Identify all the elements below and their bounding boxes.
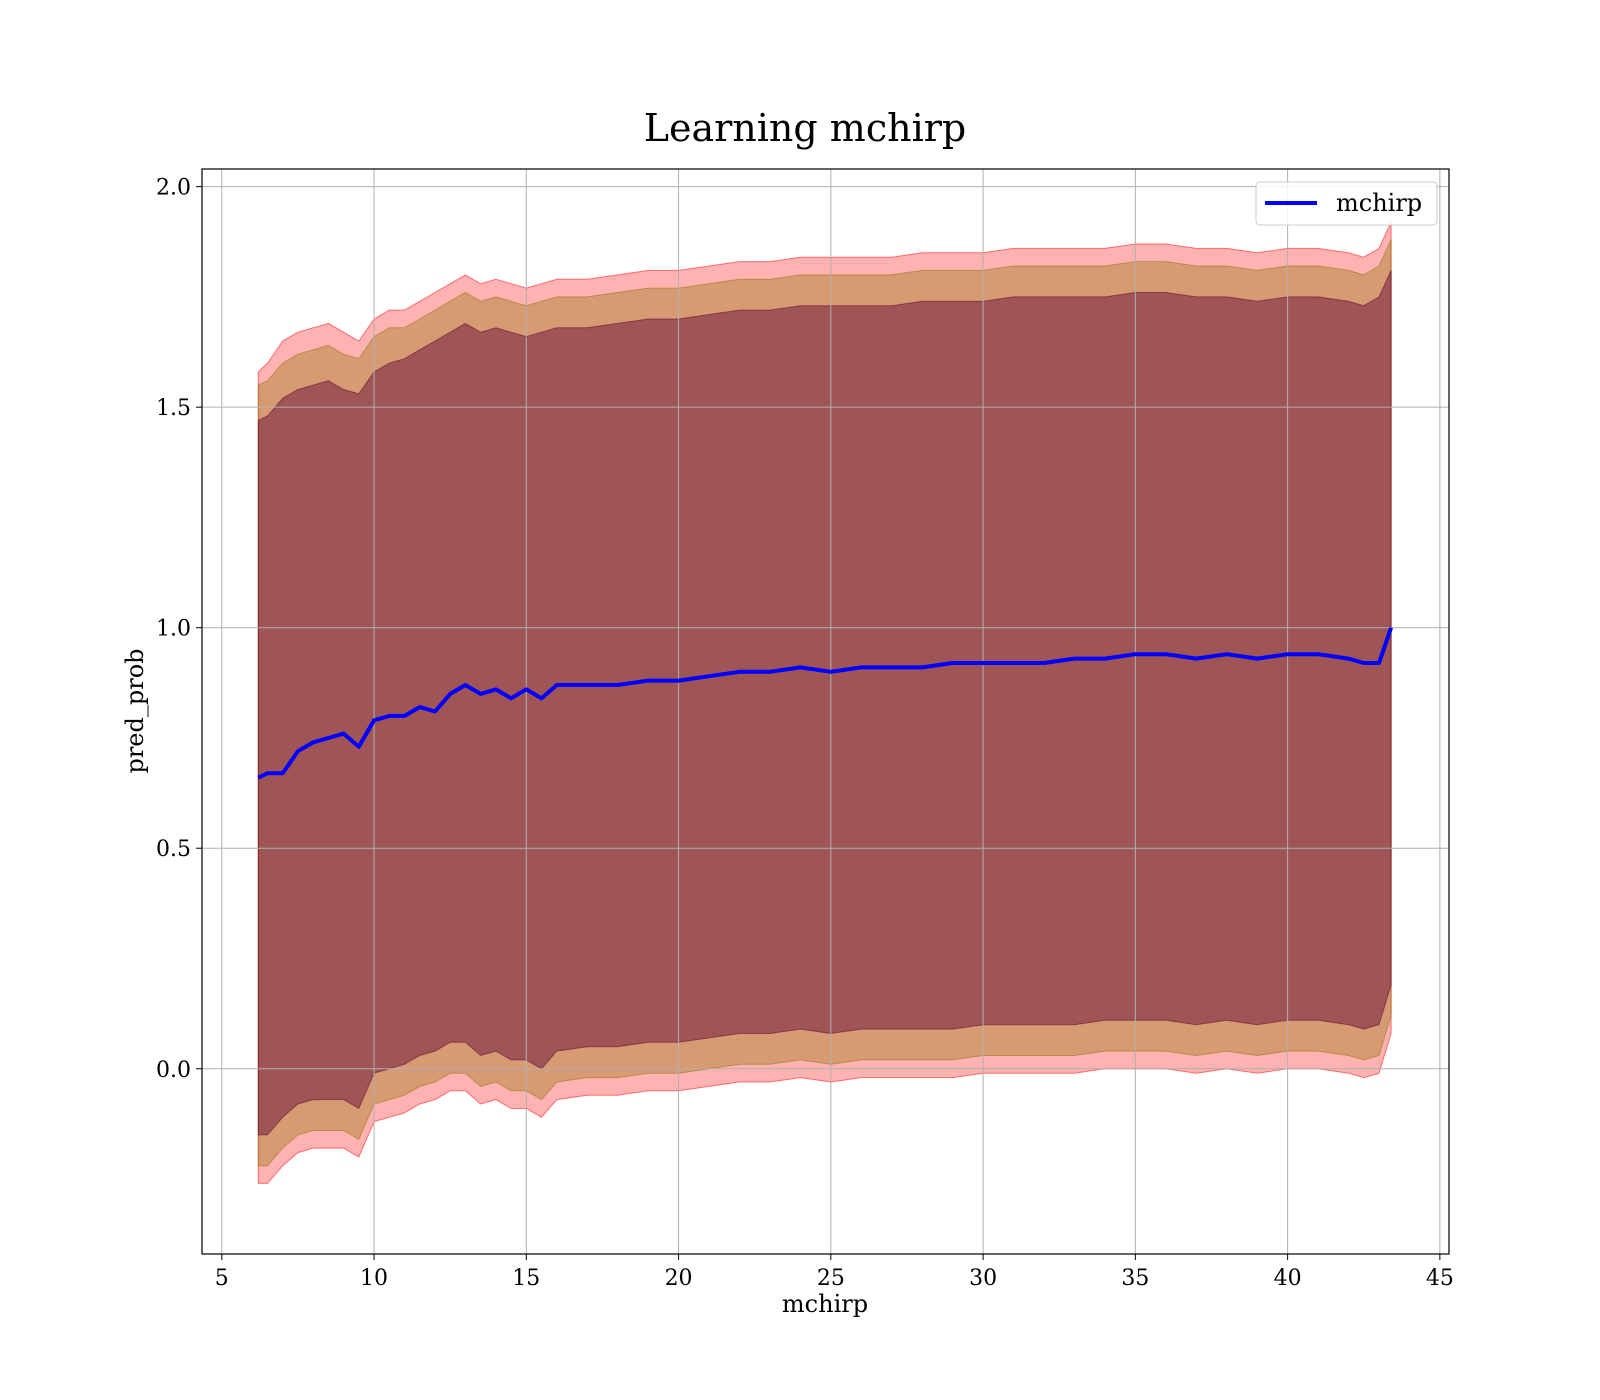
confidence-bands xyxy=(257,221,1392,1184)
band-inner xyxy=(257,270,1392,1136)
x-tick-label: 20 xyxy=(665,1266,693,1291)
legend-label: mchirp xyxy=(1336,189,1422,217)
grid-lines xyxy=(202,169,1449,1254)
series-line-mchirp xyxy=(257,627,1393,780)
y-tick-label: 0.5 xyxy=(156,837,191,862)
x-tick-label: 45 xyxy=(1426,1266,1454,1291)
band-middle xyxy=(257,239,1392,1167)
y-axis-label: pred_prob xyxy=(121,648,149,773)
x-axis-ticks: 5 10 15 20 25 30 35 40 45 xyxy=(215,1254,1454,1291)
legend-box xyxy=(1255,181,1438,226)
x-tick-label: 40 xyxy=(1274,1266,1302,1291)
x-tick-label: 5 xyxy=(215,1266,229,1291)
legend: mchirp xyxy=(1255,181,1438,226)
x-axis-label: mchirp xyxy=(782,1290,868,1318)
x-tick-label: 30 xyxy=(969,1266,997,1291)
y-tick-label: 1.0 xyxy=(156,617,191,642)
y-tick-label: 0.0 xyxy=(156,1058,191,1083)
series-lines xyxy=(257,627,1393,780)
x-tick-label: 15 xyxy=(512,1266,540,1291)
axes-frame xyxy=(201,168,1450,1255)
x-tick-label: 10 xyxy=(360,1266,388,1291)
y-tick-label: 1.5 xyxy=(156,396,191,421)
x-tick-label: 35 xyxy=(1121,1266,1149,1291)
plot-area xyxy=(201,168,1450,1255)
band-outer xyxy=(257,221,1392,1184)
y-tick-label: 2.0 xyxy=(156,176,191,201)
x-tick-label: 25 xyxy=(817,1266,845,1291)
chart-title: Learning mchirp xyxy=(644,106,966,150)
y-axis-ticks: 0.0 0.5 1.0 1.5 2.0 xyxy=(156,176,202,1083)
